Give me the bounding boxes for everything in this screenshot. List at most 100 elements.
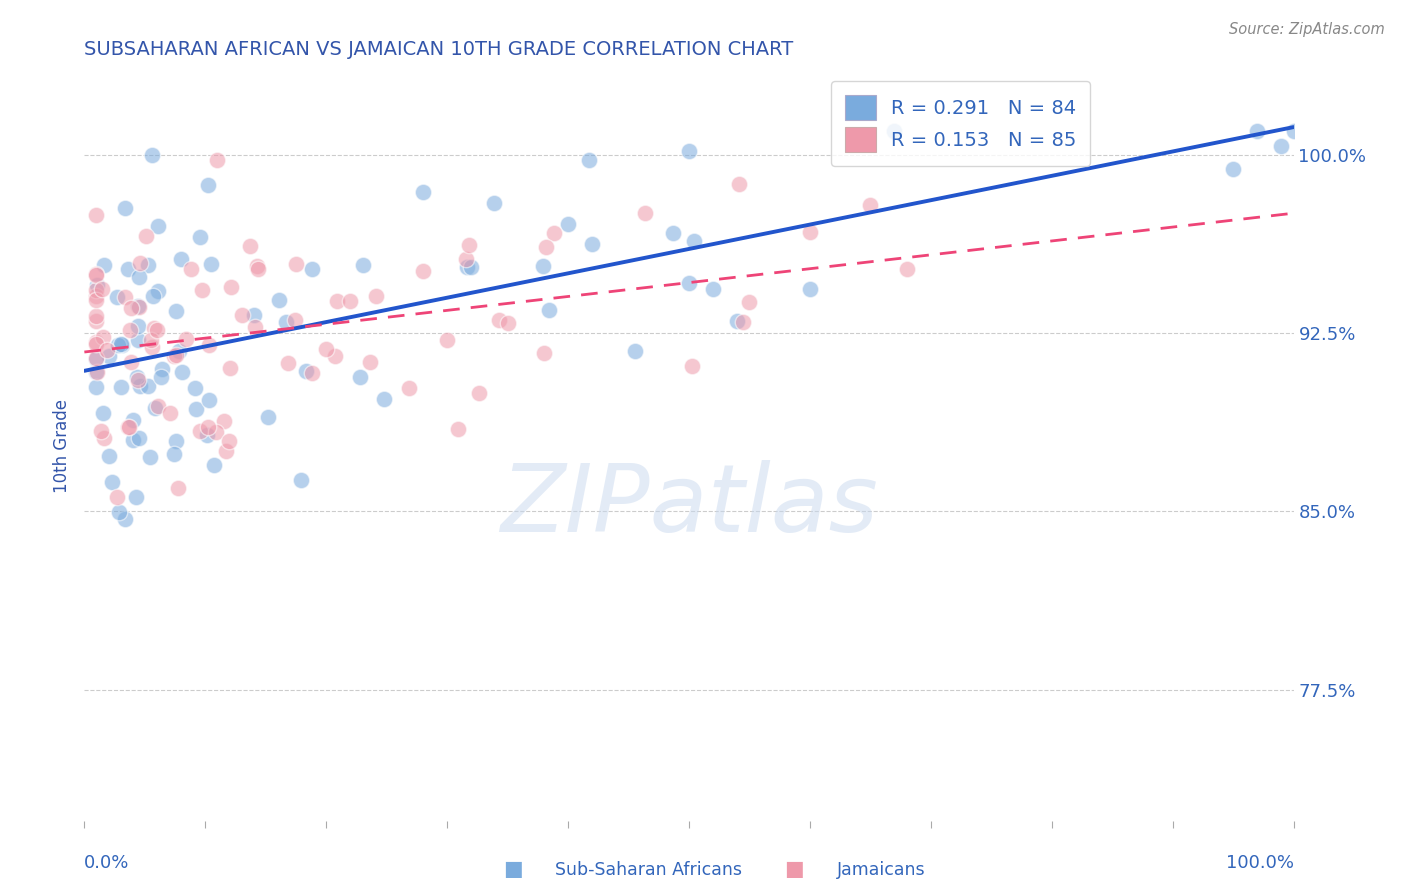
Point [136,258,159,272]
Point [218,434,240,448]
Point [219,280,242,294]
Point [488,312,510,326]
Point [165,304,187,318]
Point [799,282,821,296]
Point [277,356,299,370]
Point [86,288,108,302]
Point [412,185,434,199]
Point [284,313,307,327]
Point [127,373,149,387]
Point [165,348,187,362]
Point [86,352,108,367]
Point [127,299,149,313]
Point [349,370,371,384]
Point [125,369,148,384]
Point [96,343,118,357]
Point [184,381,207,395]
Point [195,428,218,442]
Point [118,419,141,434]
Point [142,289,165,303]
Point [141,340,163,354]
Point [301,262,323,277]
Point [326,293,349,308]
Point [114,290,136,304]
Point [159,406,181,420]
Point [242,309,264,323]
Point [93,258,115,272]
Point [110,380,132,394]
Point [117,262,139,277]
Point [86,293,108,308]
Point [274,315,297,329]
Point [197,338,219,352]
Point [738,295,761,310]
Text: 100.0%: 100.0% [1226,855,1294,872]
Point [531,259,554,273]
Point [114,201,136,215]
Point [538,302,561,317]
Point [86,351,108,365]
Point [290,473,312,487]
Point [188,230,211,244]
Point [458,238,481,252]
Point [725,314,748,328]
Point [339,293,361,308]
Point [141,148,163,162]
Point [128,269,150,284]
Point [86,337,108,351]
Point [799,225,821,239]
Point [149,370,172,384]
Point [111,338,134,352]
Point [456,260,478,274]
Point [212,414,235,428]
Point [150,362,173,376]
Point [353,258,375,272]
Point [98,350,121,364]
Point [108,505,131,519]
Point [90,424,112,438]
Point [127,333,149,347]
Point [662,226,685,240]
Point [207,153,229,168]
Point [145,323,167,337]
Text: 0.0%: 0.0% [84,855,129,872]
Point [373,392,395,407]
Point [135,229,157,244]
Point [114,512,136,526]
Point [678,276,700,290]
Point [204,425,226,439]
Point [678,144,700,158]
Point [91,406,114,420]
Point [110,337,132,351]
Point [139,333,162,347]
Point [163,349,186,363]
Point [243,319,266,334]
Point [146,219,169,233]
Point [143,320,166,334]
Point [86,335,108,350]
Point [323,349,346,363]
Point [180,262,202,277]
Point [557,217,579,231]
Point [1222,161,1244,176]
Point [143,401,166,416]
Text: ZIPatlas: ZIPatlas [501,460,877,551]
Point [214,444,236,458]
Point [543,226,565,240]
Point [239,238,262,252]
Point [167,343,190,358]
Point [120,355,142,369]
Point [731,315,754,329]
Point [125,491,148,505]
Point [98,450,121,464]
Point [188,424,211,438]
Point [86,309,108,323]
Point [267,293,290,307]
Point [120,323,142,337]
Point [139,450,162,464]
Point [683,234,706,248]
Point [86,365,108,379]
Point [120,301,142,316]
Text: Sub-Saharan Africans: Sub-Saharan Africans [555,861,742,879]
Point [1246,124,1268,138]
